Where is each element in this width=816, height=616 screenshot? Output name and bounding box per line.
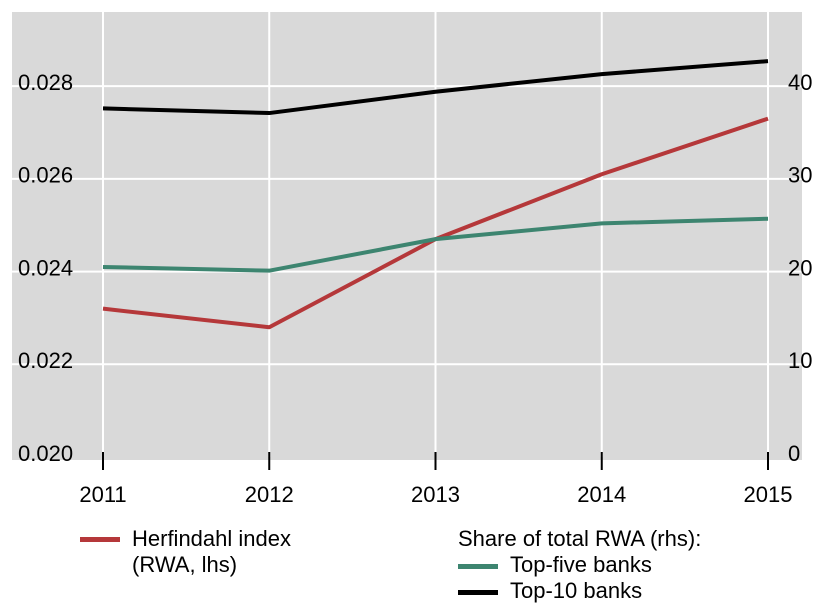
x-tick-label: 2015 <box>744 482 793 507</box>
plot-background <box>12 12 802 460</box>
y-tick-label: 0.022 <box>18 348 73 373</box>
legend-label: Top-five banks <box>510 552 652 577</box>
y-tick-label: 0.028 <box>18 70 73 95</box>
y2-tick-label: 0 <box>788 441 800 466</box>
legend-swatch <box>458 589 498 595</box>
x-tick-label: 2011 <box>79 482 126 507</box>
legend-swatch <box>458 563 498 569</box>
y2-tick-label: 40 <box>788 70 812 95</box>
y2-tick-label: 30 <box>788 163 812 188</box>
legend-entry: Herfindahl index (RWA, lhs) <box>80 526 380 578</box>
series-line <box>102 216 769 273</box>
legend-label: Top-10 banks <box>510 578 643 603</box>
legend-label: Herfindahl index (RWA, lhs) <box>132 526 291 577</box>
legend-rhs: Share of total RWA (rhs): Top-five banks… <box>458 526 798 604</box>
legend-swatch <box>80 537 120 542</box>
legend-title: Share of total RWA (rhs): <box>458 526 702 551</box>
legend-lhs: Herfindahl index (RWA, lhs) <box>80 526 380 578</box>
y-tick-label: 0.020 <box>18 441 73 466</box>
y2-tick-label: 20 <box>788 255 812 280</box>
x-tick-label: 2013 <box>411 482 460 507</box>
x-tick-label: 2012 <box>245 482 294 507</box>
x-tick-label: 2014 <box>577 482 626 507</box>
y2-tick-label: 10 <box>788 348 812 373</box>
y-tick-label: 0.026 <box>18 163 73 188</box>
legend-entry: Top-10 banks <box>458 578 798 604</box>
y-tick-label: 0.024 <box>18 255 73 280</box>
legend-entry: Top-five banks <box>458 552 798 578</box>
series-line <box>102 59 769 116</box>
